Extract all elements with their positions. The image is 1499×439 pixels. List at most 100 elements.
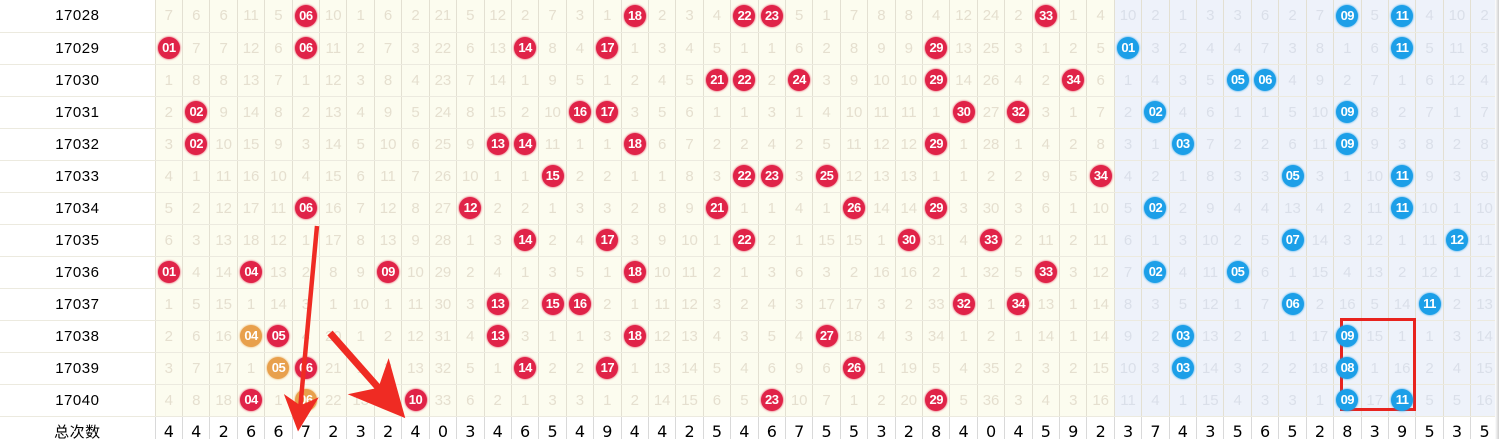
ball-blue[interactable]: 05 (1226, 261, 1249, 283)
red-zone-cell[interactable]: 15 (209, 288, 238, 321)
red-zone-cell[interactable]: 14 (209, 256, 238, 289)
issue-number-cell[interactable]: 17040 (0, 384, 156, 417)
red-zone-cell[interactable]: 2 (1004, 160, 1033, 193)
red-zone-cell[interactable]: 1 (593, 384, 622, 417)
red-zone-cell[interactable]: 2 (155, 320, 184, 353)
blue-zone-cell[interactable]: 8 (1196, 160, 1225, 193)
red-zone-cell[interactable]: 13 (264, 256, 293, 289)
blue-zone-cell[interactable]: 5 (1415, 384, 1444, 417)
red-zone-cell[interactable]: 4 (1032, 384, 1061, 417)
red-zone-cell[interactable]: 9 (648, 224, 677, 257)
red-zone-cell[interactable]: 2 (401, 0, 430, 33)
red-zone-cell[interactable]: 6 (182, 320, 211, 353)
ball-red[interactable]: 18 (623, 133, 646, 155)
red-zone-cell[interactable]: 10 (401, 384, 430, 417)
ball-blue[interactable]: 06 (1254, 69, 1277, 91)
blue-zone-cell[interactable]: 2 (1223, 224, 1252, 257)
red-zone-cell[interactable]: 13 (346, 384, 375, 417)
ball-blue[interactable]: 09 (1336, 4, 1359, 27)
red-zone-cell[interactable]: 26 (840, 192, 869, 225)
ball-red[interactable]: 25 (815, 165, 838, 187)
blue-zone-cell[interactable]: 13 (1196, 320, 1225, 353)
blue-zone-cell[interactable]: 4 (1251, 192, 1280, 225)
red-zone-cell[interactable]: 12 (237, 32, 266, 65)
red-zone-cell[interactable]: 29 (429, 256, 458, 289)
ball-red[interactable]: 02 (185, 133, 208, 155)
red-zone-cell[interactable]: 16 (566, 288, 595, 321)
ball-red[interactable]: 33 (1034, 4, 1057, 27)
ball-orange[interactable]: 05 (267, 357, 290, 379)
blue-zone-cell[interactable]: 4 (1443, 352, 1472, 385)
red-zone-cell[interactable]: 3 (758, 256, 786, 289)
red-zone-cell[interactable]: 5 (785, 0, 814, 33)
red-zone-cell[interactable]: 28 (977, 128, 1006, 161)
red-zone-cell[interactable]: 13 (209, 224, 238, 257)
blue-zone-cell[interactable]: 3 (1223, 160, 1252, 193)
blue-zone-cell[interactable]: 3 (1278, 384, 1307, 417)
red-zone-cell[interactable]: 17 (209, 352, 238, 385)
blue-zone-cell[interactable]: 11 (1361, 192, 1389, 225)
red-zone-cell[interactable]: 9 (1032, 160, 1061, 193)
blue-zone-cell[interactable]: 06 (1278, 288, 1307, 321)
red-zone-cell[interactable]: 12 (895, 128, 924, 161)
issue-number-cell[interactable]: 17030 (0, 64, 156, 97)
blue-zone-cell[interactable]: 10 (1361, 160, 1389, 193)
blue-zone-cell[interactable]: 02 (1141, 256, 1170, 289)
red-zone-cell[interactable]: 3 (155, 128, 184, 161)
red-zone-cell[interactable]: 3 (812, 64, 841, 97)
blue-zone-cell[interactable]: 1 (1278, 320, 1307, 353)
red-zone-cell[interactable]: 1 (538, 320, 567, 353)
ball-red[interactable]: 13 (486, 133, 509, 155)
red-zone-cell[interactable]: 1 (292, 64, 321, 97)
red-zone-cell[interactable]: 8 (182, 384, 211, 417)
blue-zone-cell[interactable]: 12 (1361, 224, 1389, 257)
ball-red[interactable]: 33 (980, 229, 1003, 251)
red-zone-cell[interactable]: 7 (675, 128, 704, 161)
red-zone-cell[interactable]: 29 (922, 64, 951, 97)
blue-zone-cell[interactable]: 18 (1306, 352, 1335, 385)
red-zone-cell[interactable]: 1 (484, 160, 512, 193)
blue-zone-cell[interactable]: 2 (1306, 288, 1335, 321)
red-zone-cell[interactable]: 1 (346, 352, 375, 385)
ball-blue[interactable]: 05 (1281, 165, 1304, 187)
red-zone-cell[interactable]: 7 (840, 0, 869, 33)
blue-zone-cell[interactable]: 12 (1196, 288, 1225, 321)
blue-zone-cell[interactable]: 09 (1333, 96, 1362, 129)
red-zone-cell[interactable]: 6 (209, 0, 238, 33)
blue-zone-cell[interactable]: 7 (1251, 288, 1280, 321)
red-zone-cell[interactable]: 12 (867, 128, 896, 161)
red-zone-cell[interactable]: 4 (292, 320, 321, 353)
red-zone-cell[interactable]: 31 (922, 224, 951, 257)
red-zone-cell[interactable]: 5 (730, 384, 759, 417)
ball-red[interactable]: 23 (760, 165, 783, 187)
blue-zone-cell[interactable]: 1 (1223, 96, 1252, 129)
red-zone-cell[interactable]: 7 (538, 0, 567, 33)
blue-zone-cell[interactable]: 9 (1113, 320, 1143, 353)
red-zone-cell[interactable]: 31 (429, 320, 458, 353)
red-zone-cell[interactable]: 4 (867, 320, 896, 353)
red-zone-cell[interactable]: 8 (209, 64, 238, 97)
ball-red[interactable]: 18 (623, 325, 646, 347)
red-zone-cell[interactable]: 1 (237, 352, 266, 385)
red-zone-cell[interactable]: 15 (812, 224, 841, 257)
blue-zone-cell[interactable]: 15 (1306, 256, 1335, 289)
red-zone-cell[interactable]: 21 (703, 192, 732, 225)
red-zone-cell[interactable]: 14 (511, 32, 540, 65)
blue-zone-cell[interactable]: 2 (1141, 320, 1170, 353)
red-zone-cell[interactable]: 34 (1059, 64, 1088, 97)
red-zone-cell[interactable]: 22 (730, 64, 759, 97)
issue-number-cell[interactable]: 17039 (0, 352, 156, 385)
blue-zone-cell[interactable]: 4 (1169, 96, 1198, 129)
blue-zone-cell[interactable]: 6 (1113, 224, 1143, 257)
blue-zone-cell[interactable]: 17 (1306, 320, 1335, 353)
red-zone-cell[interactable]: 2 (758, 64, 786, 97)
red-zone-cell[interactable]: 2 (1004, 224, 1033, 257)
red-zone-cell[interactable]: 3 (621, 96, 649, 129)
red-zone-cell[interactable]: 7 (209, 32, 238, 65)
blue-zone-cell[interactable]: 3 (1443, 320, 1472, 353)
red-zone-cell[interactable]: 12 (648, 320, 677, 353)
red-zone-cell[interactable]: 14 (1086, 288, 1115, 321)
red-zone-cell[interactable]: 7 (346, 192, 375, 225)
blue-zone-cell[interactable]: 1 (1223, 288, 1252, 321)
red-zone-cell[interactable]: 13 (484, 288, 512, 321)
